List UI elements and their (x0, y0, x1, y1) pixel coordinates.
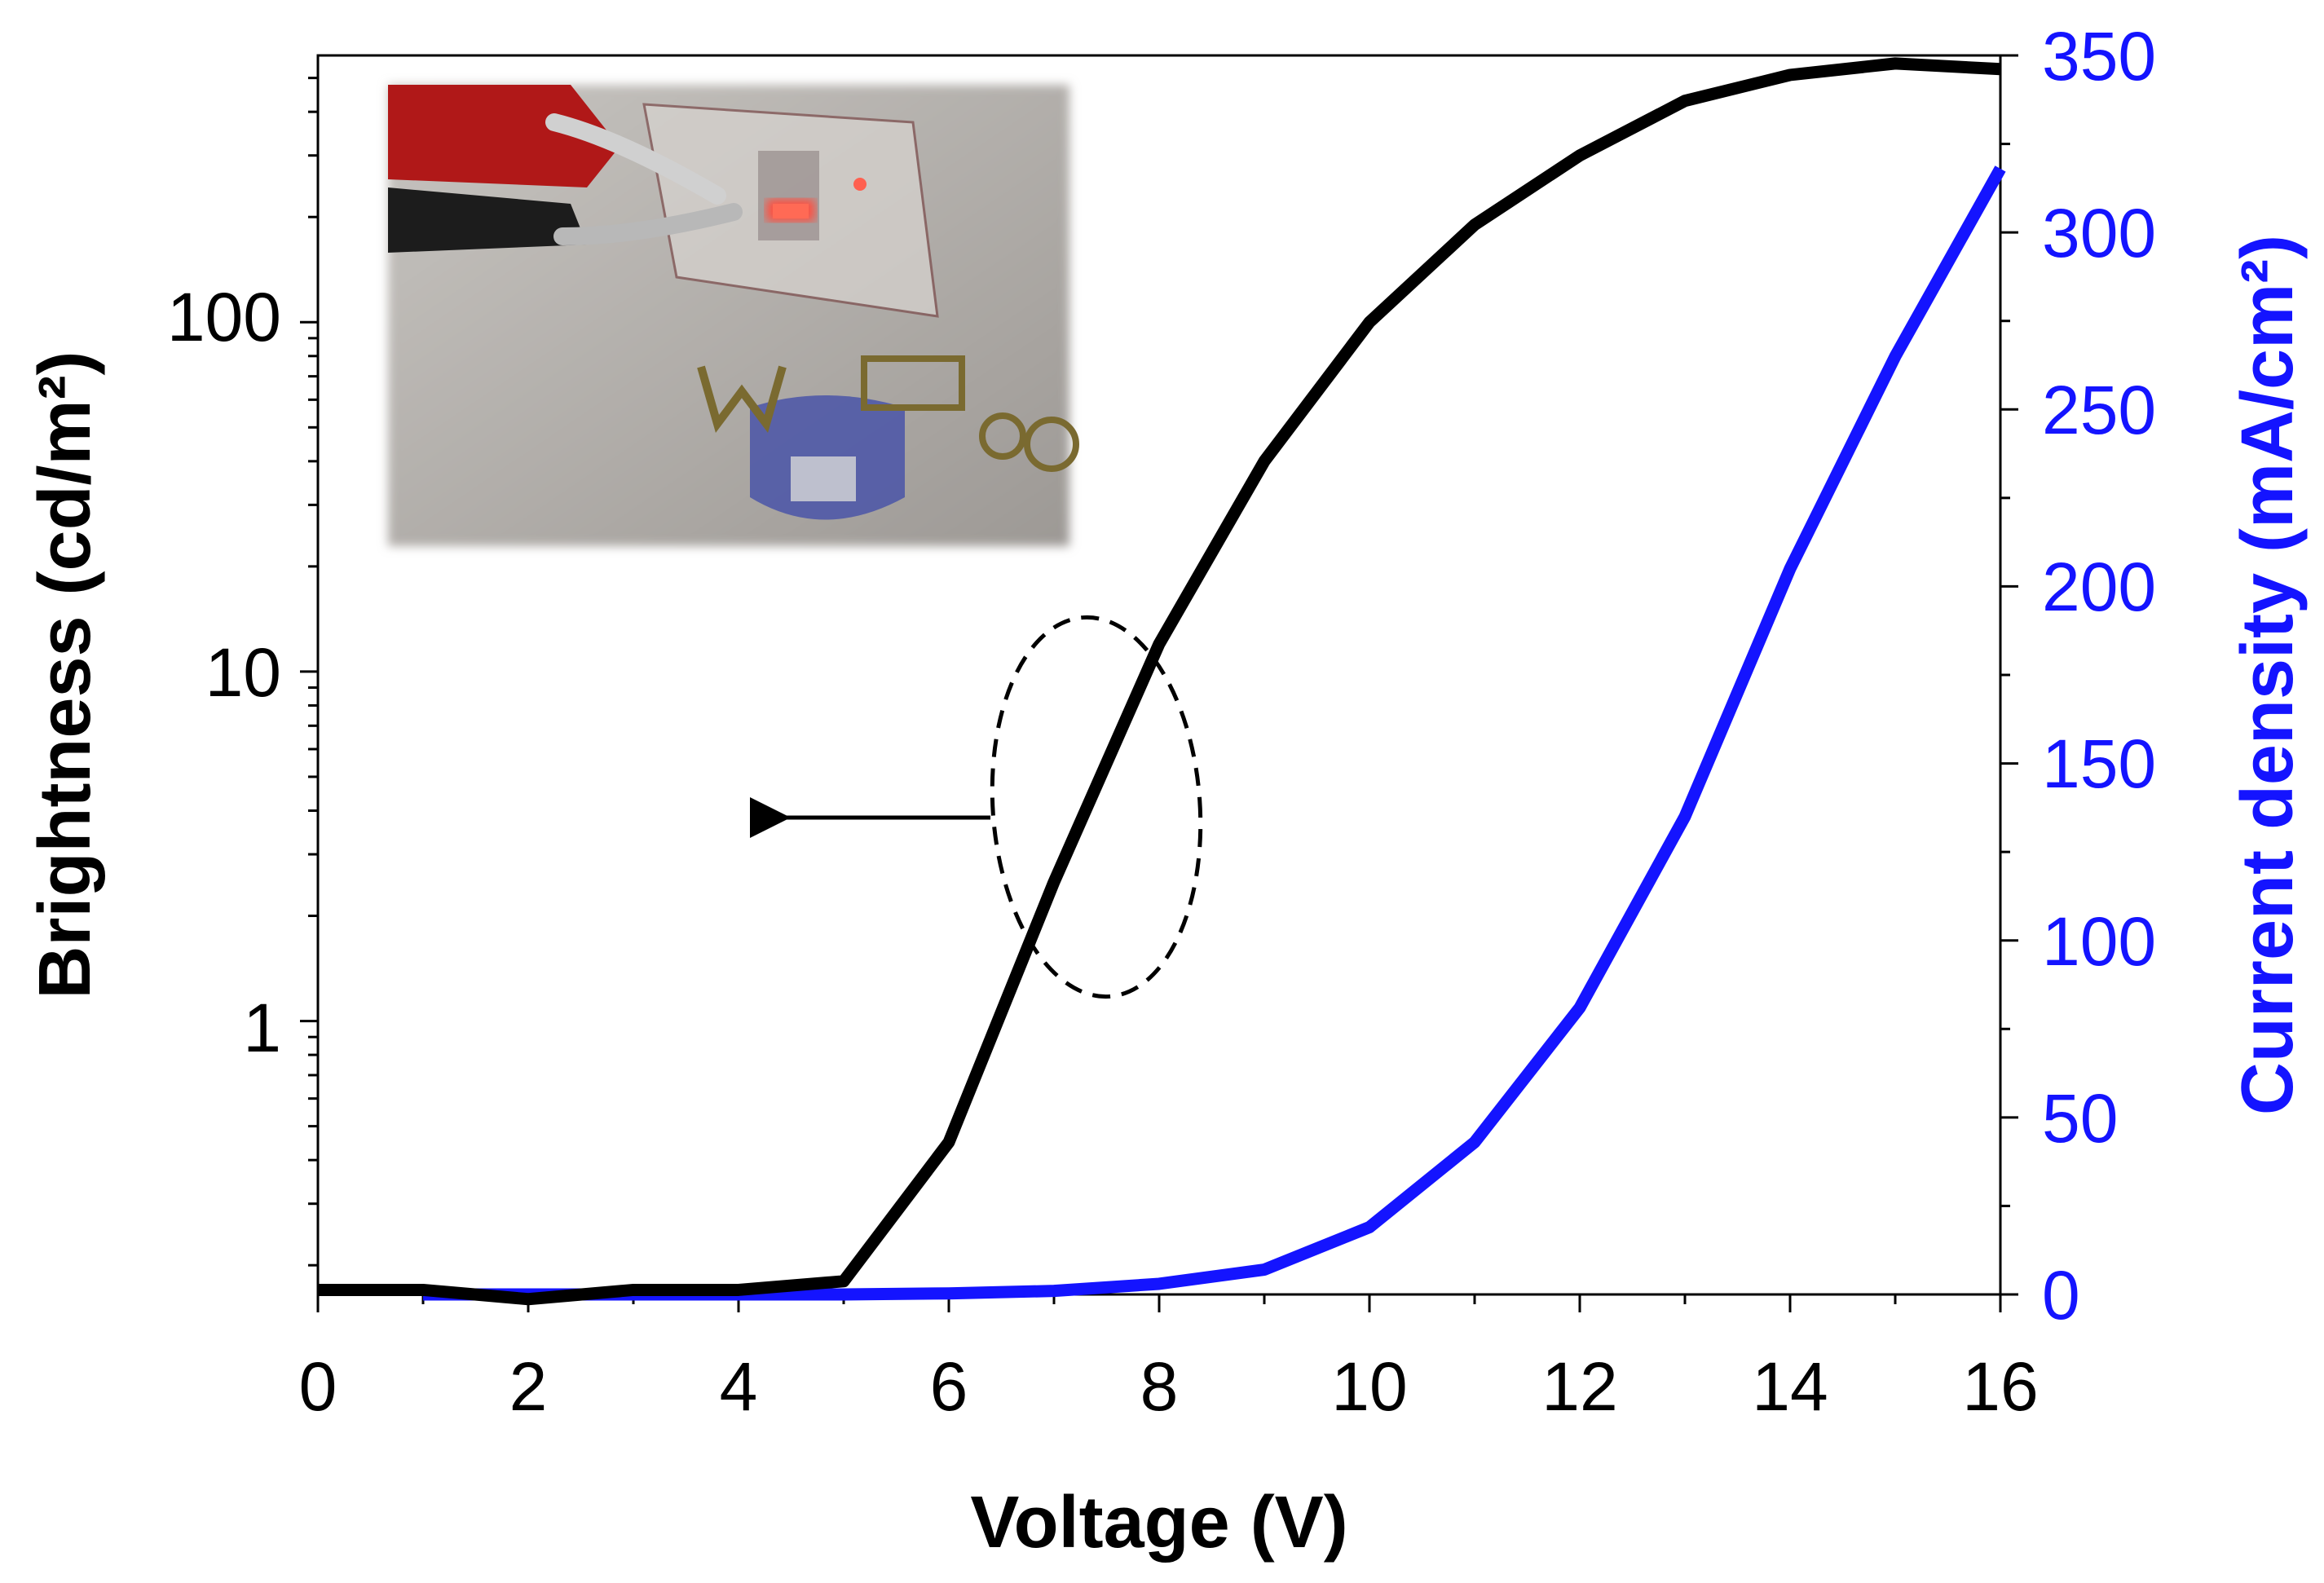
dashed-ellipse-annotation (990, 615, 1203, 999)
y2-tick-label: 0 (2042, 1257, 2080, 1334)
y2-tick-labels: 0 50 100 150 200 250 300 350 (2042, 18, 2156, 1334)
axis-ticks (300, 54, 2018, 1312)
x-tick-label: 2 (509, 1348, 548, 1425)
y-tick-labels: 1 10 100 (167, 279, 281, 1066)
x-tick-label: 16 (1962, 1348, 2038, 1425)
y-tick-label: 1 (243, 990, 281, 1066)
y2-axis-title: Current density (mA/cm²) (2227, 235, 2309, 1115)
y2-tick-label: 50 (2042, 1080, 2118, 1157)
x-tick-label: 12 (1541, 1348, 1617, 1425)
y2-tick-label: 200 (2042, 549, 2156, 625)
y2-tick-label: 250 (2042, 372, 2156, 448)
y2-tick-label: 350 (2042, 18, 2156, 95)
y2-tick-label: 100 (2042, 903, 2156, 980)
inset-photo (388, 85, 1079, 546)
y-tick-label: 10 (205, 634, 281, 711)
y-tick-label: 100 (167, 279, 281, 355)
y-axis-title: Brightness (cd/m²) (24, 351, 106, 999)
series-line-brightness (318, 57, 2001, 1306)
y2-tick-label: 150 (2042, 725, 2156, 802)
x-tick-label: 4 (720, 1348, 758, 1425)
x-tick-labels: 0 2 4 6 8 10 12 14 16 (299, 1348, 2039, 1425)
x-tick-label: 10 (1331, 1348, 1407, 1425)
x-tick-label: 6 (930, 1348, 968, 1425)
x-tick-label: 8 (1140, 1348, 1179, 1425)
x-axis-title: Voltage (V) (970, 1482, 1347, 1563)
y2-tick-label: 300 (2042, 195, 2156, 271)
x-tick-label: 14 (1752, 1348, 1828, 1425)
x-tick-label: 0 (299, 1348, 337, 1425)
